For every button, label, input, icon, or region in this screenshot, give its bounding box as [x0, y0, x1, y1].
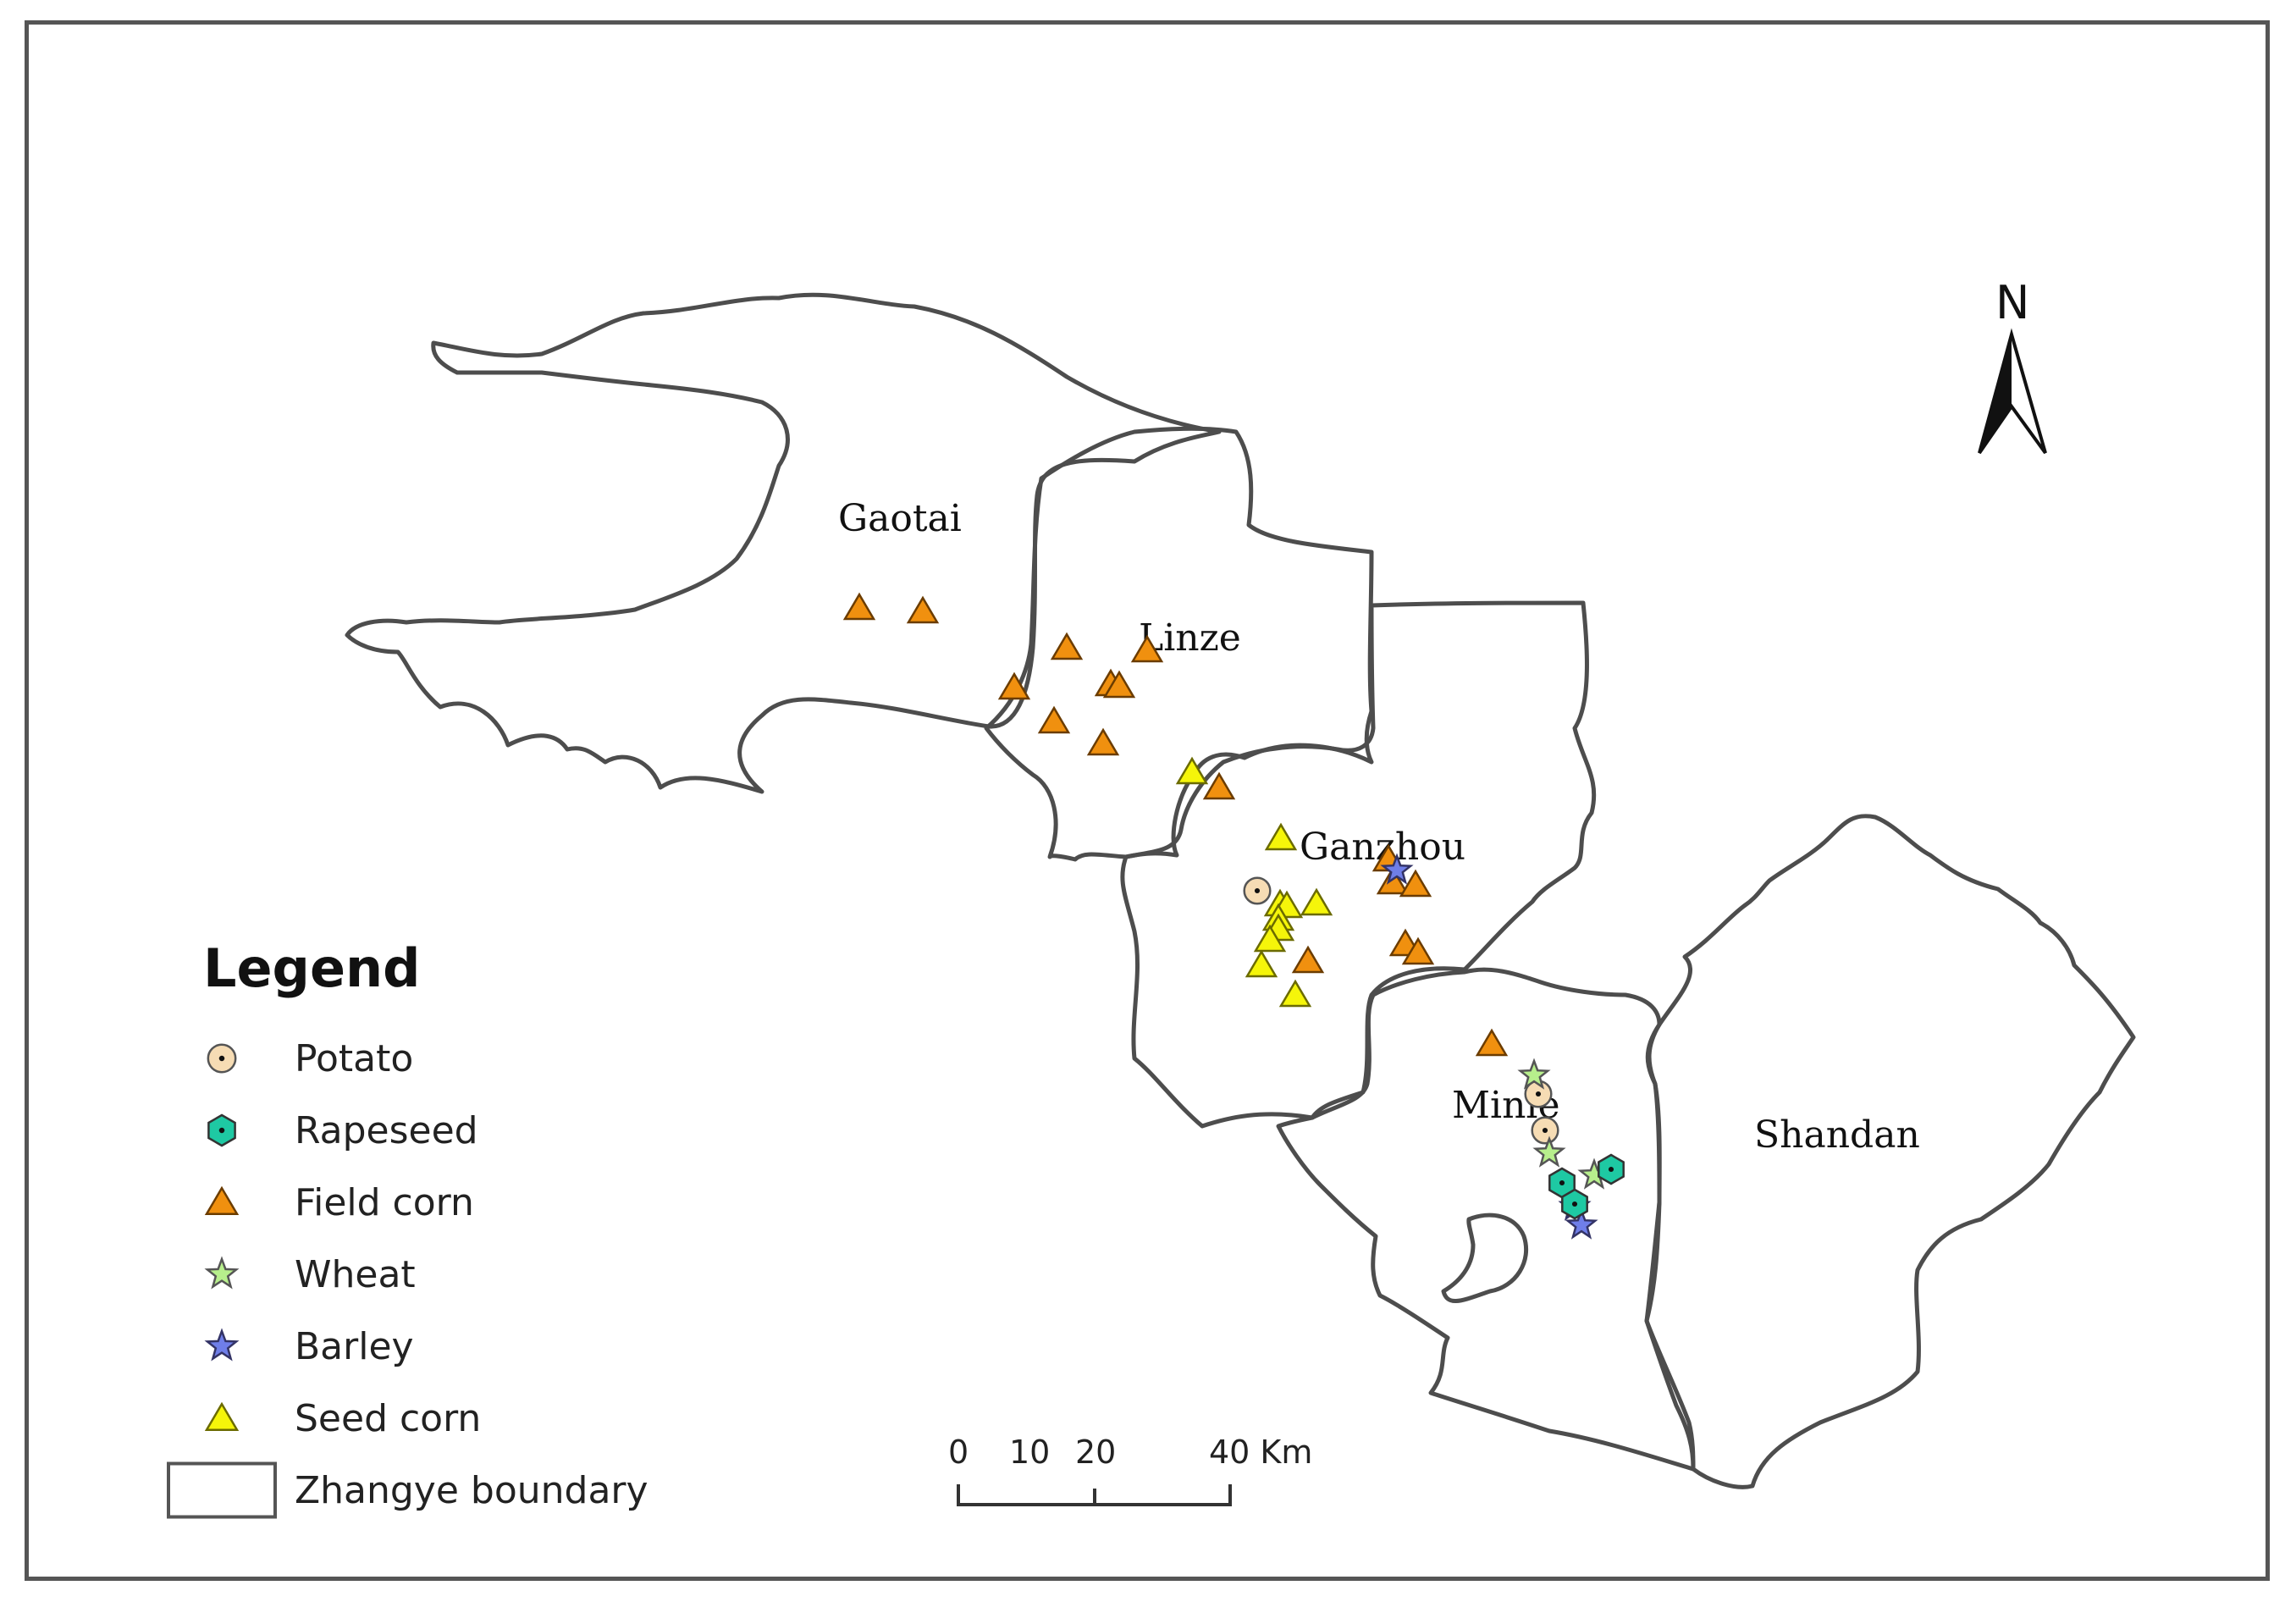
site-wheat-marker	[1517, 1058, 1551, 1090]
legend-triangle-icon	[204, 1401, 240, 1432]
legend-label-wheat: Wheat	[295, 1253, 416, 1296]
site-field-corn-marker	[1086, 727, 1120, 756]
shandan-boundary	[1644, 814, 2136, 1489]
site-barley-marker	[1565, 1207, 1598, 1240]
linze-boundary	[984, 426, 1374, 862]
site-field-corn-marker	[906, 595, 940, 624]
north-label: N	[1995, 276, 2029, 329]
north-arrow: N	[1978, 276, 2047, 455]
gaotai-boundary	[345, 292, 1222, 794]
legend: Legend Potato Rapeseed Field corn Wheat Barl…	[167, 937, 649, 1519]
site-field-corn-marker	[842, 592, 876, 621]
scale-label-0: 0	[948, 1434, 969, 1471]
site-field-corn-marker	[997, 671, 1031, 700]
legend-label-boundary: Zhangye boundary	[295, 1469, 649, 1512]
county-label-shandan: Shandan	[1754, 1113, 1920, 1157]
site-field-corn-marker	[1102, 670, 1136, 699]
scale-label-10: 10	[1009, 1434, 1050, 1471]
legend-label-rapeseed: Rapeseed	[295, 1109, 478, 1152]
site-potato-marker	[1531, 1116, 1559, 1145]
site-field-corn-marker	[1475, 1028, 1509, 1057]
legend-star-icon	[204, 1328, 240, 1362]
legend-hexagon-dot-icon	[207, 1113, 236, 1147]
scale-label-40-km: 40 Km	[1209, 1434, 1312, 1471]
site-seed-corn-marker	[1245, 949, 1278, 978]
site-field-corn-marker	[1376, 866, 1410, 895]
site-field-corn-marker	[1399, 869, 1432, 898]
site-seed-corn-marker	[1264, 822, 1298, 851]
legend-title: Legend	[203, 937, 421, 999]
legend-label-seed-corn: Seed corn	[295, 1397, 481, 1440]
site-field-corn-marker	[1202, 771, 1236, 800]
scale-bar: 0 10 20 40 Km	[948, 1434, 1312, 1506]
legend-triangle-icon	[204, 1185, 240, 1216]
minle-boundary	[1276, 967, 1696, 1472]
legend-rectangle-outline-icon	[167, 1461, 277, 1519]
county-label-gaotai: Gaotai	[838, 497, 962, 540]
site-field-corn-marker	[1401, 936, 1435, 965]
site-field-corn-marker	[1050, 632, 1084, 660]
map-frame	[25, 20, 2270, 1581]
site-field-corn-marker	[1130, 634, 1164, 663]
site-field-corn-marker	[1291, 945, 1325, 974]
legend-label-potato: Potato	[295, 1037, 413, 1080]
site-rapeseed-marker	[1561, 1188, 1588, 1220]
scale-label-20: 20	[1075, 1434, 1116, 1471]
site-seed-corn-marker	[1278, 979, 1312, 1008]
site-seed-corn-marker	[1175, 756, 1209, 785]
legend-label-field-corn: Field corn	[295, 1181, 474, 1224]
legend-circle-dot-icon	[207, 1043, 237, 1074]
site-field-corn-marker	[1037, 705, 1071, 734]
site-barley-marker	[1380, 853, 1414, 885]
site-seed-corn-marker	[1253, 924, 1287, 953]
site-rapeseed-marker	[1598, 1153, 1625, 1185]
legend-label-barley: Barley	[295, 1325, 414, 1368]
site-seed-corn-marker	[1300, 887, 1333, 916]
scale-bar-line	[957, 1484, 1232, 1506]
site-wheat-marker	[1532, 1135, 1566, 1168]
legend-star-icon	[204, 1256, 240, 1290]
site-potato-marker	[1243, 876, 1272, 905]
